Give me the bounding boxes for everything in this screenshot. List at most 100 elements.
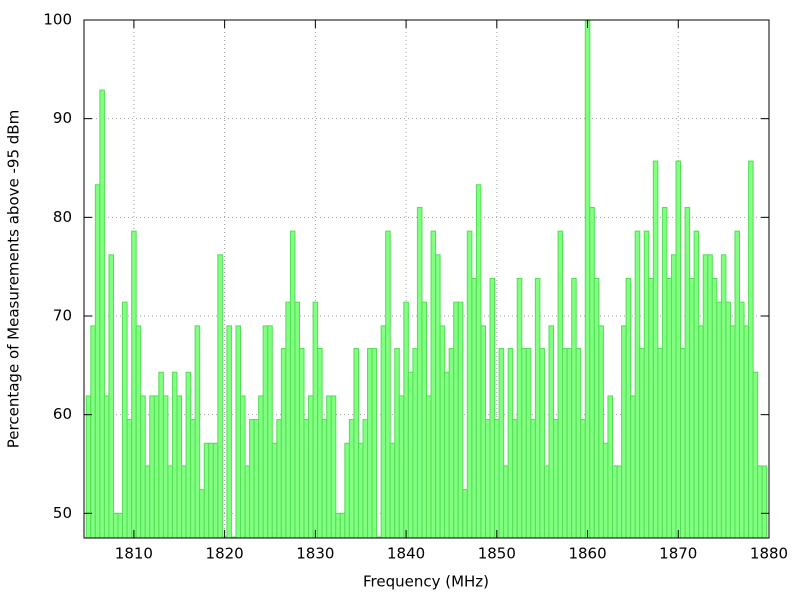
bar bbox=[144, 465, 151, 538]
bar bbox=[149, 395, 155, 538]
bar bbox=[276, 419, 282, 538]
bar bbox=[512, 419, 518, 538]
bar bbox=[330, 395, 337, 538]
bar bbox=[258, 395, 264, 538]
y-tick-label: 50 bbox=[53, 504, 72, 522]
bar bbox=[503, 465, 509, 538]
x-tick-label: 1820 bbox=[206, 545, 244, 563]
bar bbox=[112, 512, 119, 538]
bar bbox=[99, 89, 105, 538]
bar bbox=[489, 278, 496, 538]
bar bbox=[630, 395, 636, 538]
bar bbox=[602, 442, 609, 538]
x-tick-label: 1880 bbox=[750, 545, 788, 563]
bar bbox=[267, 325, 273, 538]
bar bbox=[521, 348, 527, 538]
bar bbox=[621, 325, 627, 538]
x-tick-label: 1870 bbox=[659, 545, 697, 563]
bar bbox=[566, 348, 573, 538]
bar bbox=[412, 348, 418, 538]
bar bbox=[185, 371, 192, 538]
bar bbox=[344, 442, 350, 538]
bar bbox=[557, 230, 564, 538]
bar bbox=[398, 395, 405, 538]
bar bbox=[362, 419, 369, 538]
bar bbox=[525, 348, 532, 538]
bar bbox=[253, 419, 260, 538]
bar bbox=[471, 278, 477, 538]
bar bbox=[698, 325, 704, 538]
bar bbox=[380, 325, 387, 538]
bar bbox=[548, 325, 555, 538]
bar bbox=[335, 512, 341, 538]
bar bbox=[711, 278, 718, 538]
bar bbox=[739, 301, 745, 538]
bar bbox=[720, 254, 727, 538]
bar bbox=[190, 419, 196, 538]
bar bbox=[303, 419, 310, 538]
bar bbox=[575, 348, 582, 538]
bar bbox=[176, 395, 183, 538]
bar bbox=[167, 465, 173, 538]
bar bbox=[394, 348, 400, 538]
bar bbox=[702, 254, 709, 538]
bar bbox=[734, 230, 741, 538]
bar bbox=[652, 160, 659, 538]
bar bbox=[117, 512, 124, 538]
bar bbox=[639, 348, 645, 538]
bar bbox=[453, 301, 459, 538]
bar bbox=[680, 348, 686, 538]
bar bbox=[444, 371, 450, 538]
bar bbox=[271, 442, 278, 538]
bar bbox=[480, 325, 486, 538]
y-tick-label: 100 bbox=[43, 11, 72, 29]
x-axis-label: Frequency (MHz) bbox=[363, 573, 489, 591]
bar bbox=[584, 20, 591, 538]
bar bbox=[743, 325, 750, 538]
bar bbox=[675, 160, 682, 538]
bar bbox=[657, 348, 663, 538]
bar bbox=[153, 395, 160, 538]
bar bbox=[348, 419, 355, 538]
bar bbox=[403, 301, 409, 538]
bar bbox=[752, 371, 759, 538]
bar bbox=[475, 184, 482, 538]
bar bbox=[507, 348, 514, 538]
bar bbox=[589, 206, 595, 538]
bar bbox=[158, 371, 164, 538]
bar bbox=[321, 419, 328, 538]
bar bbox=[140, 395, 146, 538]
bar bbox=[430, 230, 437, 538]
bar bbox=[171, 371, 178, 538]
bar bbox=[648, 278, 654, 538]
bar bbox=[748, 160, 754, 538]
y-tick-label: 60 bbox=[53, 405, 72, 423]
bar bbox=[498, 348, 505, 538]
bar bbox=[421, 301, 427, 538]
bar bbox=[339, 512, 346, 538]
bar bbox=[126, 419, 133, 538]
bar bbox=[494, 419, 500, 538]
bar bbox=[389, 442, 396, 538]
bar bbox=[616, 465, 623, 538]
bar bbox=[580, 419, 586, 538]
bar bbox=[426, 395, 432, 538]
bar bbox=[593, 278, 600, 538]
bar bbox=[684, 206, 691, 538]
bar bbox=[689, 278, 695, 538]
bar bbox=[326, 395, 332, 538]
bar bbox=[298, 348, 305, 538]
x-tick-label: 1830 bbox=[296, 545, 334, 563]
bar bbox=[122, 301, 128, 538]
bar bbox=[90, 325, 96, 538]
bar bbox=[571, 278, 577, 538]
y-axis-label: Percentage of Measurements above -95 dBm bbox=[5, 110, 23, 448]
bar bbox=[108, 254, 114, 538]
bar bbox=[317, 348, 323, 538]
bar bbox=[625, 278, 632, 538]
bar bbox=[407, 371, 414, 538]
bar bbox=[457, 301, 464, 538]
bar bbox=[312, 301, 319, 538]
bar bbox=[435, 254, 441, 538]
